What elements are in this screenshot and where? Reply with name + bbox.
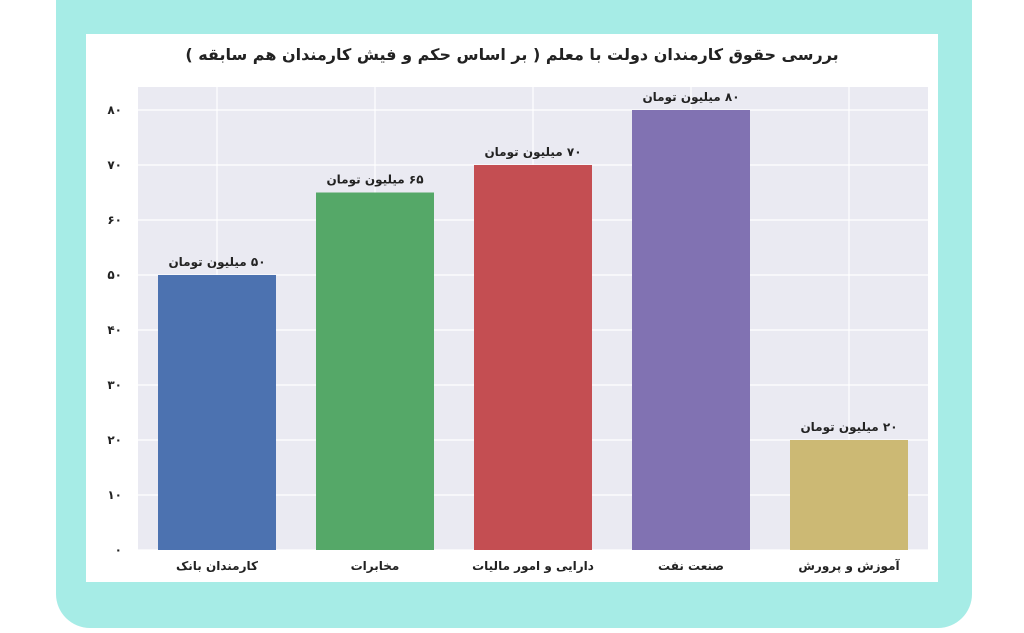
data-label: ۲۰ میلیون تومان bbox=[800, 420, 897, 435]
bar bbox=[474, 165, 592, 550]
data-label: ۵۰ میلیون تومان bbox=[168, 255, 265, 270]
y-tick-label: ۷۰ bbox=[107, 158, 122, 172]
data-label: ۷۰ میلیون تومان bbox=[484, 145, 581, 160]
bar-chart: ۰ ۱۰ ۲۰ ۳۰ ۴۰ ۵۰ ۶۰ ۷۰ ۸۰ ۵۰ میلیون تومان کارمندان… bbox=[107, 87, 928, 574]
x-tick-label: مخابرات bbox=[351, 559, 400, 573]
bar bbox=[790, 440, 908, 550]
x-tick-label: کارمندان بانک bbox=[176, 559, 258, 573]
y-tick-label: ۴۰ bbox=[107, 323, 122, 337]
bar bbox=[316, 192, 434, 550]
x-tick-label: دارایی و امور مالیات bbox=[472, 559, 594, 574]
y-tick-label: ۳۰ bbox=[107, 378, 122, 392]
y-tick-label: ۲۰ bbox=[107, 433, 122, 447]
chart-panel: بررسی حقوق کارمندان دولت با معلم ( بر اس… bbox=[86, 34, 938, 582]
data-label: ۸۰ میلیون تومان bbox=[642, 90, 739, 105]
x-tick-label: آموزش و پرورش bbox=[798, 558, 900, 574]
x-tick-label: صنعت نفت bbox=[658, 559, 724, 573]
y-tick-label: ۵۰ bbox=[107, 268, 122, 282]
bar bbox=[158, 275, 276, 550]
y-tick-label: ۸۰ bbox=[107, 103, 122, 117]
data-label: ۶۵ میلیون تومان bbox=[326, 173, 423, 188]
bar bbox=[632, 110, 750, 550]
y-tick-label: ۰ bbox=[115, 543, 122, 557]
y-tick-label: ۶۰ bbox=[107, 213, 122, 227]
y-tick-label: ۱۰ bbox=[107, 488, 122, 502]
chart-title: بررسی حقوق کارمندان دولت با معلم ( بر اس… bbox=[185, 45, 839, 64]
